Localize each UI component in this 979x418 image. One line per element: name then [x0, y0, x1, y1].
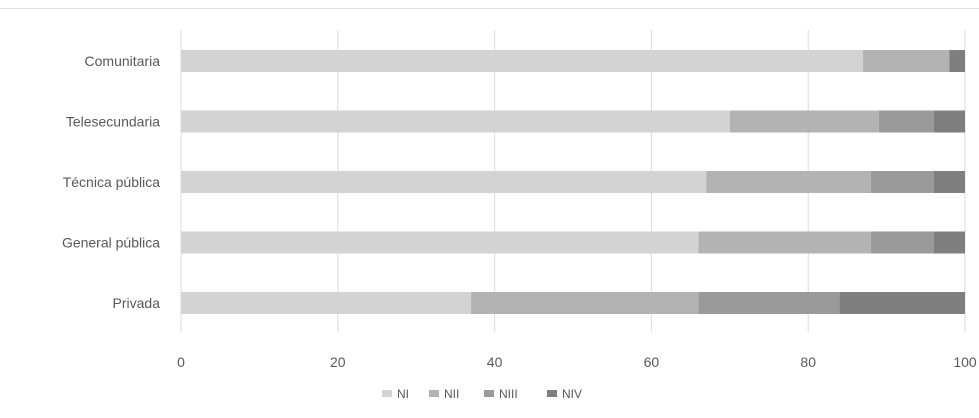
category-label: Privada [113, 295, 161, 311]
bar-nii-2 [706, 171, 871, 193]
bar-ni-2 [181, 171, 707, 193]
category-label: Telesecundaria [66, 114, 160, 130]
legend-label-nii: NII [444, 387, 459, 401]
category-labels: Comunitaria Telesecundaria Técnica pública… [62, 53, 160, 311]
bar-niv-2 [933, 171, 965, 193]
x-tick-label: 60 [644, 354, 660, 370]
legend-swatch-niii [484, 390, 494, 397]
legend-swatch-ni [382, 390, 392, 397]
bar-niii-2 [870, 171, 934, 193]
x-tick-label: 0 [177, 354, 185, 370]
x-tick-label: 80 [800, 354, 816, 370]
bar-niii-1 [878, 110, 934, 133]
bar-nii-0 [863, 50, 950, 72]
bar-nii-3 [698, 231, 871, 254]
bar-niv-3 [933, 231, 965, 254]
legend-label-ni: NI [397, 387, 409, 401]
category-label: General pública [62, 235, 160, 251]
bar-nii-1 [729, 110, 879, 133]
bar-niii-4 [698, 292, 840, 314]
bar-niii-3 [870, 231, 934, 254]
legend: NI NII NIII NIV [382, 387, 582, 401]
x-tick-label: 40 [487, 354, 503, 370]
bar-nii-4 [471, 292, 699, 314]
bars [181, 50, 965, 314]
bar-ni-4 [181, 292, 472, 314]
x-tick-label: 20 [330, 354, 346, 370]
x-tick-label: 100 [953, 354, 977, 370]
bar-niv-4 [839, 292, 965, 314]
bar-ni-0 [181, 50, 864, 72]
category-label: Técnica pública [63, 174, 160, 190]
x-tick-labels: 0 20 40 60 80 100 [177, 354, 977, 370]
bar-ni-1 [181, 110, 730, 133]
bar-niv-1 [933, 110, 965, 133]
bar-ni-3 [181, 231, 699, 254]
legend-swatch-nii [429, 390, 439, 397]
category-label: Comunitaria [85, 53, 161, 69]
legend-swatch-niv [547, 390, 557, 397]
bar-niv-0 [949, 50, 965, 72]
legend-label-niv: NIV [562, 387, 582, 401]
legend-label-niii: NIII [499, 387, 518, 401]
